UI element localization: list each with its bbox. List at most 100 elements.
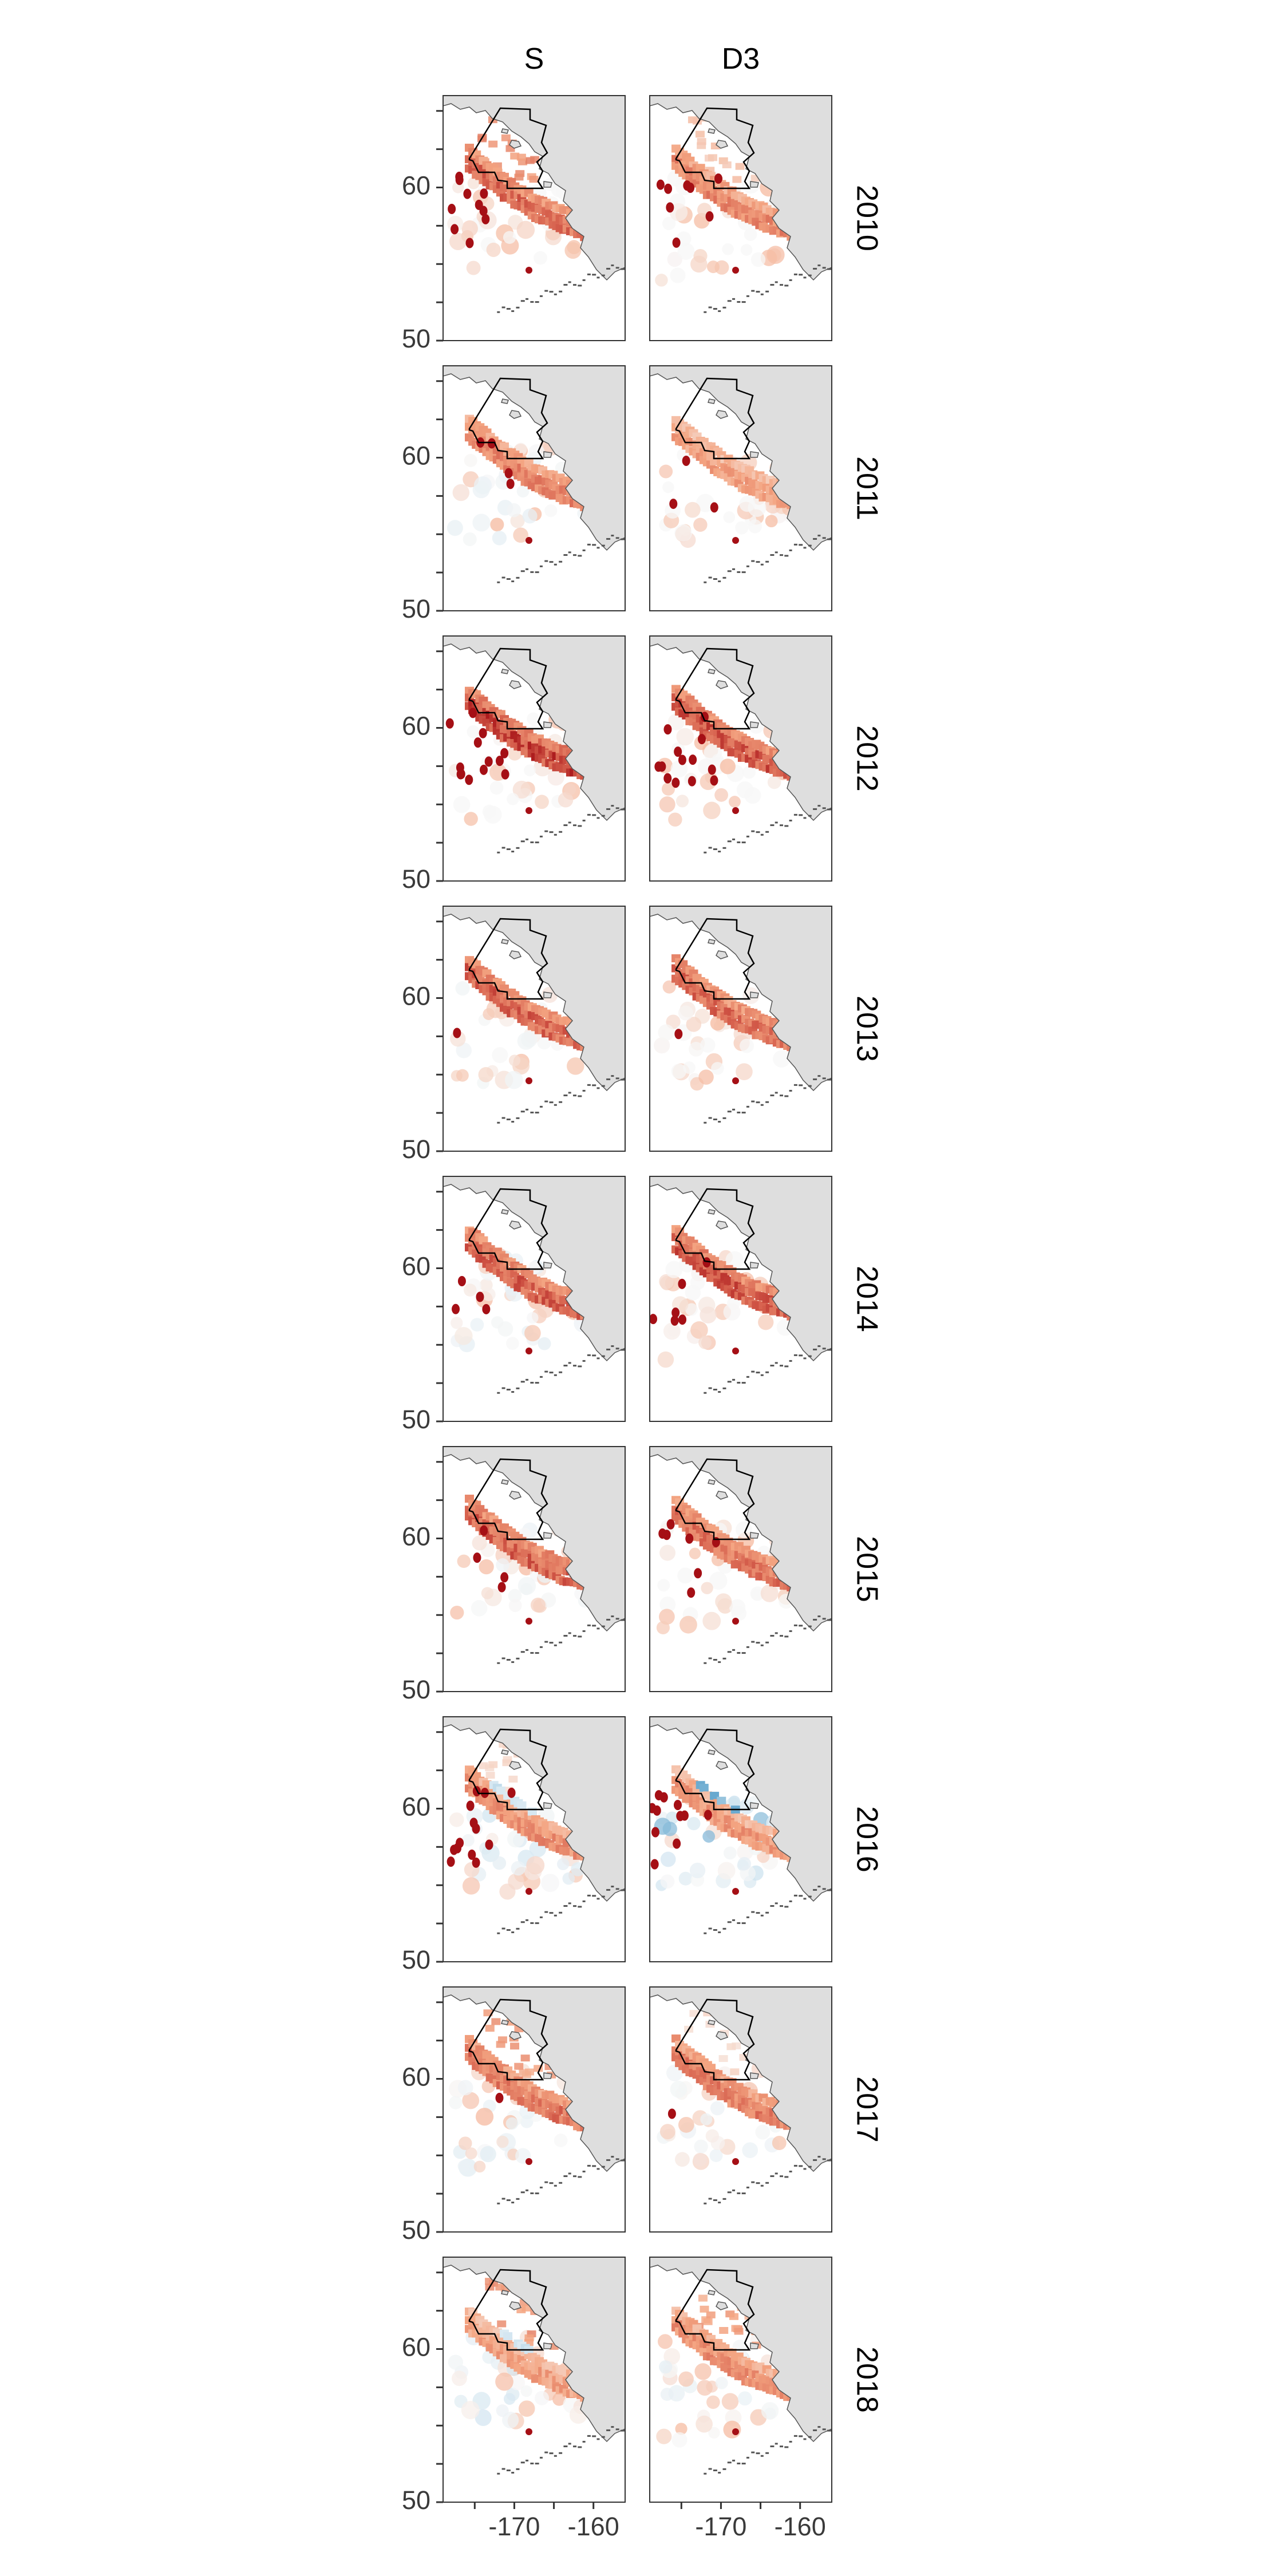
- station-dot: [658, 761, 666, 772]
- anomaly-cell: [742, 765, 756, 779]
- island: [751, 1641, 755, 1643]
- island: [530, 1111, 534, 1113]
- island: [592, 1354, 596, 1357]
- island: [509, 1220, 522, 1230]
- island: [611, 1345, 614, 1348]
- anomaly-cell: [470, 1318, 484, 1332]
- island: [813, 538, 817, 540]
- anomaly-cell: [717, 1796, 726, 1805]
- island: [516, 306, 520, 309]
- island: [554, 293, 557, 295]
- y-tick-label: 60: [402, 2332, 430, 2361]
- island: [601, 1625, 605, 1627]
- anomaly-cell: [736, 1063, 753, 1080]
- island: [765, 290, 769, 293]
- anomaly-cell: [462, 1877, 480, 1895]
- anomaly-cell: [740, 244, 753, 256]
- island: [751, 290, 755, 292]
- station-dot: [473, 737, 482, 748]
- anomaly-cell: [524, 2338, 534, 2346]
- island: [756, 561, 760, 563]
- station-dot: [662, 1530, 671, 1540]
- panel-border: [442, 1716, 626, 1962]
- management-area-boundary: [468, 2269, 548, 2351]
- island: [615, 267, 619, 269]
- station-dot: [732, 267, 739, 274]
- anomaly-cell: [520, 2055, 530, 2062]
- island: [817, 1345, 821, 1348]
- panel-border: [442, 1986, 626, 2233]
- island: [775, 281, 778, 283]
- island: [718, 851, 721, 853]
- anomaly-cell: [744, 228, 757, 241]
- station-dot: [670, 1315, 679, 1326]
- anomaly-cell: [690, 1321, 708, 1339]
- island: [615, 1888, 619, 1890]
- island: [751, 1370, 755, 1373]
- station-dot: [705, 211, 714, 222]
- island: [535, 571, 539, 574]
- island: [606, 1078, 611, 1080]
- island: [506, 1929, 511, 1931]
- island: [509, 680, 522, 689]
- anomaly-cell: [457, 2080, 473, 2096]
- island: [827, 808, 831, 811]
- island: [732, 1378, 736, 1381]
- island: [813, 2429, 817, 2431]
- island: [549, 1912, 554, 1914]
- anomaly-cell: [698, 1069, 714, 1085]
- row-label-2011: 2011: [850, 456, 883, 520]
- island: [506, 2199, 511, 2201]
- island: [511, 580, 515, 583]
- anomaly-cell: [710, 2101, 725, 2116]
- anomaly-cell: [547, 769, 564, 786]
- island: [611, 264, 614, 267]
- island: [713, 2469, 717, 2471]
- island: [784, 1095, 789, 1097]
- anomaly-cell: [492, 1856, 507, 1870]
- management-area-boundary: [675, 107, 755, 189]
- island: [535, 1922, 539, 1925]
- island: [592, 544, 596, 546]
- island: [520, 2191, 525, 2194]
- anomaly-cell: [479, 1559, 494, 1575]
- island: [750, 991, 759, 998]
- island: [578, 1635, 582, 1638]
- island: [509, 950, 522, 959]
- island: [727, 1111, 732, 1113]
- island: [780, 1095, 784, 1097]
- anomaly-cell: [657, 1579, 670, 1592]
- island: [563, 2445, 568, 2448]
- island: [544, 1100, 548, 1103]
- anomaly-cell: [535, 2391, 550, 2405]
- anomaly-cell: [659, 2360, 673, 2374]
- alaska-landmass: [443, 636, 625, 821]
- island: [775, 1632, 778, 1634]
- island: [549, 561, 554, 563]
- anomaly-cell: [712, 753, 724, 766]
- island: [592, 274, 596, 276]
- island: [713, 307, 717, 310]
- aleutian-islands: [704, 2156, 831, 2204]
- island: [530, 1652, 534, 1654]
- island: [708, 669, 716, 674]
- station-dot: [732, 807, 739, 814]
- island: [750, 1262, 759, 1269]
- anomaly-cell: [689, 2010, 699, 2017]
- island: [780, 1365, 784, 1367]
- island: [596, 1898, 600, 1900]
- island: [543, 451, 552, 458]
- island: [808, 815, 812, 817]
- map-panel-2010-s: [443, 96, 625, 341]
- anomaly-cell: [772, 2136, 787, 2150]
- island: [760, 1374, 764, 1376]
- anomaly-cell: [742, 2142, 758, 2158]
- anomaly-cell: [461, 1834, 475, 1847]
- island: [606, 1618, 611, 1621]
- station-dot: [710, 775, 718, 786]
- island: [718, 2472, 721, 2474]
- anomaly-cell: [699, 1784, 709, 1792]
- alaska-landmass: [443, 1717, 625, 1902]
- panel-border: [442, 635, 626, 882]
